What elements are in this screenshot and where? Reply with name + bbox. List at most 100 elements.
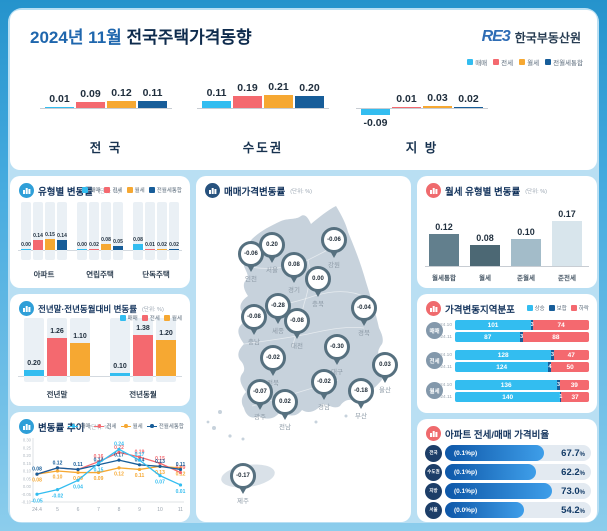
legend-label: 매매 <box>90 188 101 194</box>
bar-월세 <box>264 95 293 108</box>
svg-text:0.04: 0.04 <box>73 484 83 490</box>
legend-item: 전월세통합 <box>146 422 184 430</box>
distribution-legend: 상승 보합 하락 <box>526 304 589 312</box>
legend-item: 전세 <box>104 186 123 194</box>
svg-text:0.16: 0.16 <box>94 454 104 460</box>
legend-item: 전세 <box>94 422 117 430</box>
axis-baseline <box>18 376 182 377</box>
bar-월세 <box>470 245 500 266</box>
map-pin-value: -0.08 <box>284 308 310 334</box>
ratio-value: 67.7% <box>561 448 585 459</box>
bar-track <box>21 202 31 260</box>
panel-unit: (단위: %) <box>525 188 547 195</box>
map-pin-광주: -0.07 광주 <box>240 379 280 421</box>
map-pin-tail <box>293 332 301 339</box>
legend-swatch <box>526 305 533 311</box>
svg-text:0.11: 0.11 <box>73 462 83 468</box>
map-pin-value: -0.18 <box>348 378 374 404</box>
bar-track <box>57 202 67 260</box>
map-pin-tail <box>274 317 282 324</box>
bar-value: 1.20 <box>159 330 173 337</box>
svg-text:6: 6 <box>77 507 80 513</box>
legend-line-marker <box>68 424 79 429</box>
title-month: 2024년 11월 <box>30 28 122 47</box>
svg-text:0.08: 0.08 <box>32 478 42 484</box>
panel-title: 변동률 추이 <box>38 422 85 434</box>
building-chart-icon <box>19 183 34 198</box>
svg-text:0.24: 0.24 <box>114 441 124 447</box>
bar-value: 0.10 <box>517 227 535 237</box>
svg-text:0.15: 0.15 <box>23 461 32 466</box>
row-period-label: 24.11 <box>440 364 452 370</box>
legend-line-marker <box>120 424 131 429</box>
bar-value: 0.17 <box>558 209 576 219</box>
legend-label: 전월세통합 <box>156 188 182 194</box>
legend-item: 월세 <box>519 57 539 67</box>
region-badge-서울: 서울 <box>425 501 442 519</box>
panel-title: 월세 유형별 변동률 <box>445 186 521 198</box>
segment-상승: 87 <box>455 332 521 342</box>
bar-value: 1.26 <box>50 328 64 335</box>
legend-label: 전월세통합 <box>553 60 583 67</box>
legend-item: 매매 <box>68 422 90 430</box>
segment-flat-value: 3 <box>550 352 555 358</box>
segment-flat-value: 3 <box>556 382 561 388</box>
bar-전세 <box>133 335 153 376</box>
map-pin-label: 광주 <box>254 414 266 421</box>
bar-월세 <box>157 249 167 250</box>
percent-sign: % <box>579 471 585 477</box>
bar-매매 <box>45 107 74 108</box>
legend-label: 전월세통합 <box>158 424 184 430</box>
panel-title: 전년말·전년동월대비 변동률 <box>38 303 138 314</box>
panel-trend: 변동률 추이 (단위: %) 매매 전세 월세 전월세통합 0.30 0.25 0.20 0… <box>10 412 190 522</box>
bar-value: 0.02 <box>89 242 99 248</box>
category-label: 아파트 <box>33 270 55 279</box>
svg-text:0.12: 0.12 <box>53 460 63 466</box>
bar-value: 0.11 <box>142 87 163 99</box>
axis-baseline <box>425 266 589 267</box>
bar-track <box>133 202 143 260</box>
svg-text:-0.05: -0.05 <box>21 492 31 497</box>
bar-track <box>113 202 123 260</box>
bar-track <box>145 202 155 260</box>
ratio-fill: (0.1%p) <box>445 483 552 499</box>
segment-하락: 74 <box>533 320 589 330</box>
ratio-change-label: (0.1%p) <box>454 449 478 457</box>
map-pin-tail <box>360 319 368 326</box>
legend-item: 월세 <box>126 186 145 194</box>
legend-dot <box>97 424 102 428</box>
category-label: 월세통합 <box>432 275 456 282</box>
legend-item: 월세 <box>163 314 182 322</box>
segment-보합 <box>551 350 554 360</box>
ratio-change-label: (0.0%p) <box>454 506 478 514</box>
ratio-value: 73.0% <box>561 486 585 497</box>
header-card: 2024년 11월 전국주택가격동향 RE3 한국부동산원 매매 전세 월세 전월세통… <box>10 10 597 170</box>
svg-text:10: 10 <box>157 507 163 513</box>
bar-value: 0.00 <box>77 242 87 248</box>
reb-logo-mark: RE3 <box>481 28 511 45</box>
bar-value: 0.21 <box>268 81 289 93</box>
bar-전월세통합 <box>454 107 483 108</box>
svg-text:0.30: 0.30 <box>23 438 32 443</box>
svg-text:7: 7 <box>97 507 100 513</box>
percent-sign: % <box>579 509 585 515</box>
bar-매매 <box>24 370 44 376</box>
type-legend: 매매 전세 월세 전월세통합 <box>82 186 182 194</box>
map-pin-tail <box>320 393 328 400</box>
map-pin-tail <box>268 256 276 263</box>
bar-value: 0.08 <box>133 237 143 243</box>
bar-value: 0.08 <box>101 237 111 243</box>
segment-보합 <box>520 332 523 342</box>
segment-하락: 50 <box>551 362 589 372</box>
bar-value: 0.02 <box>157 242 167 248</box>
map-pin-대전: -0.08 대전 <box>277 308 317 350</box>
svg-text:0.25: 0.25 <box>23 445 32 450</box>
legend-swatch <box>519 59 526 65</box>
ratio-change-label: (0.1%p) <box>454 487 478 495</box>
map-pin-label: 세종 <box>272 328 284 335</box>
svg-text:0.07: 0.07 <box>155 480 165 486</box>
map-pin-value: -0.04 <box>351 295 377 321</box>
segment-상승: 136 <box>455 380 558 390</box>
bar-전세 <box>76 102 105 108</box>
